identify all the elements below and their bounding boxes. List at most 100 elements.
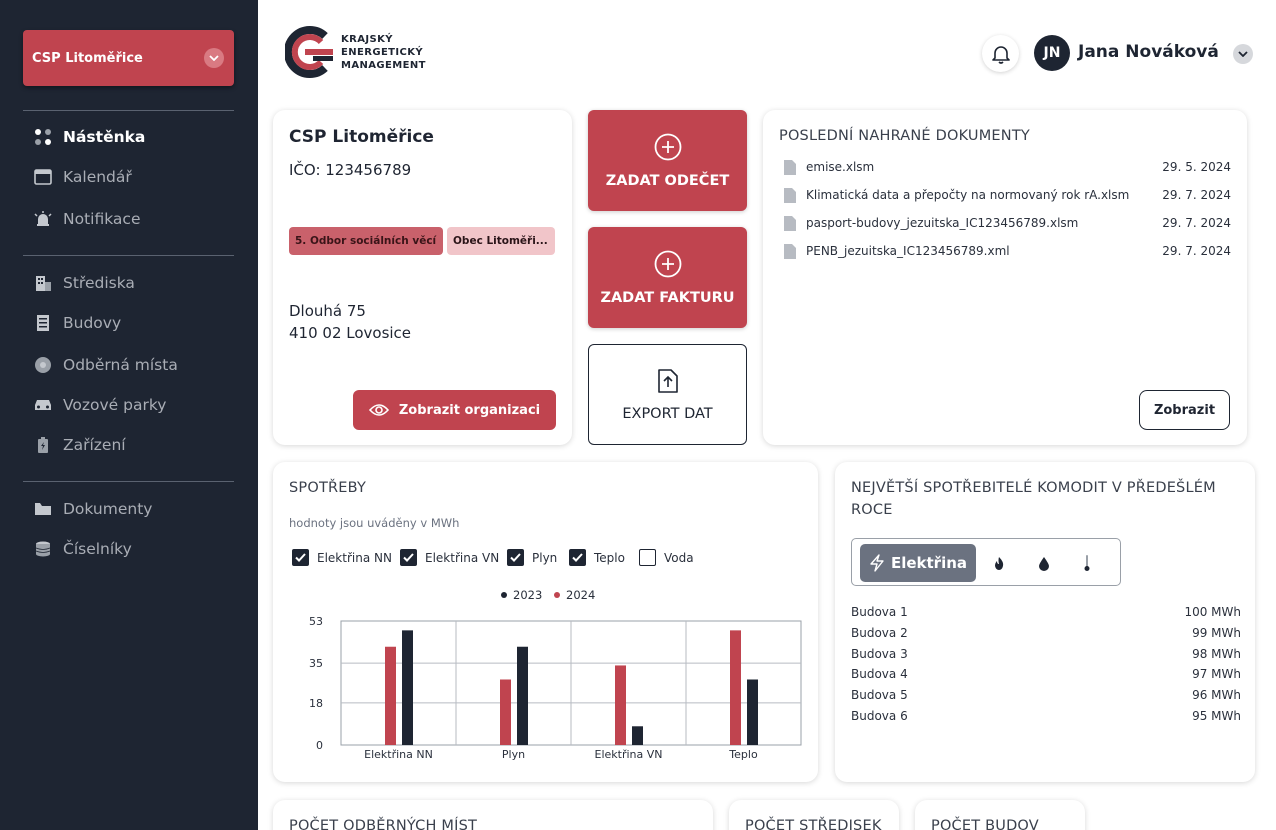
filter-electricity-vn[interactable]: Elektřina VN (400, 549, 499, 566)
eye-icon (368, 404, 389, 416)
consumption-card: SPOTŘEBY hodnoty jsou uváděny v MWh Elek… (273, 462, 818, 782)
folder-icon (33, 499, 53, 519)
top-consumers-title: NEJVĚTŠÍ SPOTŘEBITELÉ KOMODIT V PŘEDEŠLÉ… (851, 480, 1216, 496)
legend-2024: 2024 (554, 588, 595, 602)
document-date: 29. 7. 2024 (1162, 244, 1231, 258)
thermometer-icon (1084, 555, 1090, 571)
document-row[interactable]: PENB_jezuitska_IC123456789.xml 29. 7. 20… (783, 240, 1231, 262)
sidebar-item-label: Odběrná místa (63, 356, 178, 374)
document-name: emise.xlsm (806, 160, 875, 174)
consumer-name: Budova 3 (851, 647, 908, 661)
consumer-row: Budova 6 95 MWh (851, 709, 1241, 723)
legend-2023: 2023 (501, 588, 542, 602)
consumer-value: 98 MWh (1192, 647, 1241, 661)
plus-circle-icon (654, 133, 681, 160)
document-name: PENB_jezuitska_IC123456789.xml (806, 244, 1010, 258)
enter-reading-label: ZADAT ODEČET (605, 172, 730, 189)
export-data-label: EXPORT DAT (622, 405, 713, 422)
sidebar-item-label: Vozové parky (63, 396, 167, 414)
user-name[interactable]: Jana Nováková (1078, 42, 1219, 62)
tab-gas[interactable] (990, 553, 1008, 573)
building-icon (33, 313, 53, 333)
plus-circle-icon (654, 250, 681, 277)
show-organization-label: Zobrazit organizaci (398, 402, 541, 418)
recent-documents-card: POSLEDNÍ NAHRANÉ DOKUMENTY emise.xlsm 29… (763, 110, 1247, 445)
bell-icon (991, 45, 1010, 64)
tab-water[interactable] (1035, 553, 1053, 573)
consumer-value: 97 MWh (1192, 667, 1241, 681)
address-city: 410 02 Lovosice (289, 324, 412, 342)
checkbox-checked-icon (400, 549, 417, 566)
show-organization-button[interactable]: Zobrazit organizaci (353, 390, 556, 430)
meter-icon (33, 355, 53, 375)
filter-heat[interactable]: Teplo (569, 549, 625, 566)
x-tick-label: Plyn (502, 748, 525, 761)
organization-card: CSP Litoměřice IČO: 123456789 5. Odbor s… (273, 110, 572, 445)
tab-electricity[interactable]: Elektřina (860, 544, 976, 582)
logo[interactable]: KRAJSKÝ ENERGETICKÝ MANAGEMENT (285, 24, 426, 80)
avatar[interactable]: JN (1034, 35, 1070, 71)
municipality-tag: Obec Litoměři... (447, 227, 555, 255)
filter-water[interactable]: Voda (639, 549, 694, 566)
consumption-subtitle: hodnoty jsou uváděny v MWh (289, 516, 460, 530)
sidebar-item-fleets[interactable]: Vozové parky (33, 395, 166, 415)
organization-selector[interactable]: CSP Litoměřice (23, 30, 234, 86)
notifications-button[interactable] (982, 35, 1019, 72)
y-tick-label: 0 (316, 739, 323, 752)
file-icon (784, 215, 796, 231)
document-date: 29. 5. 2024 (1162, 160, 1231, 174)
filter-electricity-nn[interactable]: Elektřina NN (292, 549, 392, 566)
logo-mark-icon (285, 26, 333, 78)
commodity-tabs: Elektřina (851, 538, 1121, 586)
address-street: Dlouhá 75 (289, 302, 366, 320)
consumer-row: Budova 1 100 MWh (851, 605, 1241, 619)
consumer-name: Budova 1 (851, 605, 908, 619)
organization-selector-label: CSP Litoměřice (32, 50, 143, 66)
alarm-icon (33, 209, 53, 229)
consumer-row: Budova 2 99 MWh (851, 626, 1241, 640)
sidebar-item-dashboard[interactable]: Nástěnka (33, 127, 145, 147)
document-row[interactable]: pasport-budovy_jezuitska_IC123456789.xls… (783, 212, 1231, 234)
consumer-value: 96 MWh (1192, 688, 1241, 702)
document-row[interactable]: Klimatická data a přepočty na normovaný … (783, 184, 1231, 206)
car-icon (33, 395, 53, 415)
document-date: 29. 7. 2024 (1162, 188, 1231, 202)
enter-invoice-button[interactable]: ZADAT FAKTURU (588, 227, 747, 328)
checkbox-checked-icon (569, 549, 586, 566)
enter-invoice-label: ZADAT FAKTURU (600, 289, 735, 306)
consumption-points-count-card: POČET ODBĚRNÝCH MÍST (273, 800, 713, 830)
sidebar-item-devices[interactable]: Zařízení (33, 435, 126, 455)
show-documents-button[interactable]: Zobrazit (1139, 390, 1230, 430)
sidebar-item-calendar[interactable]: Kalendář (33, 167, 132, 187)
battery-icon (33, 435, 53, 455)
sidebar-item-consumption-points[interactable]: Odběrná místa (33, 355, 178, 375)
filter-gas[interactable]: Plyn (507, 549, 557, 566)
document-date: 29. 7. 2024 (1162, 216, 1231, 230)
consumer-name: Budova 4 (851, 667, 908, 681)
sidebar-item-documents[interactable]: Dokumenty (33, 499, 152, 519)
document-row[interactable]: emise.xlsm 29. 5. 2024 (783, 156, 1231, 178)
enter-reading-button[interactable]: ZADAT ODEČET (588, 110, 747, 211)
sidebar-item-notifications[interactable]: Notifikace (33, 209, 141, 229)
sidebar-item-centers[interactable]: Střediska (33, 273, 135, 293)
sidebar-item-buildings[interactable]: Budovy (33, 313, 121, 333)
sidebar-item-label: Střediska (63, 274, 135, 292)
dashboard-icon (33, 127, 53, 147)
x-tick-label: Elektřina NN (364, 748, 433, 761)
chevron-down-icon (204, 48, 224, 68)
consumer-name: Budova 6 (851, 709, 908, 723)
tab-heat[interactable] (1078, 553, 1096, 573)
bar-2023 (632, 726, 643, 745)
centers-count-card: POČET STŘEDISEK (729, 800, 899, 830)
user-menu-chevron-icon[interactable] (1233, 44, 1253, 64)
file-upload-icon (657, 368, 678, 393)
export-data-button[interactable]: EXPORT DAT (588, 344, 747, 445)
sidebar: CSP Litoměřice Nástěnka Kalendář Notifik… (0, 0, 258, 830)
sidebar-item-codelists[interactable]: Číselníky (33, 539, 132, 559)
document-name: Klimatická data a přepočty na normovaný … (806, 188, 1130, 202)
filter-label: Teplo (594, 550, 625, 565)
legend-dot (501, 592, 507, 598)
checkbox-unchecked-icon (639, 549, 656, 566)
checkbox-checked-icon (292, 549, 309, 566)
bar-2023 (747, 679, 758, 745)
